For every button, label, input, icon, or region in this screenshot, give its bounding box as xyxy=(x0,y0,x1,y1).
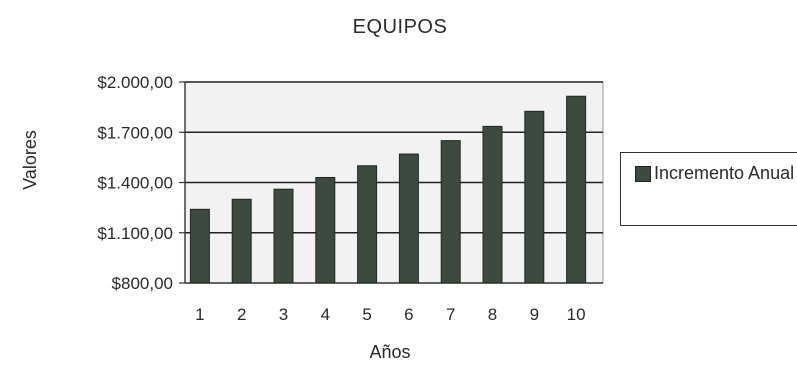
legend: Incremento Anual xyxy=(620,152,797,226)
x-tick-label: 3 xyxy=(279,305,288,324)
x-tick-label: 8 xyxy=(488,305,497,324)
y-tick-label: $1.700,00 xyxy=(97,123,173,142)
bar xyxy=(398,153,419,284)
bar xyxy=(440,140,461,284)
bar xyxy=(524,110,545,284)
bar xyxy=(315,176,336,284)
y-tick-label: $800,00 xyxy=(112,274,173,293)
chart-title: EQUIPOS xyxy=(352,16,448,38)
bar xyxy=(482,125,503,284)
bar xyxy=(189,208,210,284)
x-tick-label: 6 xyxy=(404,305,413,324)
y-tick-label: $1.100,00 xyxy=(97,224,173,243)
x-tick-label: 1 xyxy=(195,305,204,324)
bar xyxy=(357,165,378,284)
x-tick-label: 4 xyxy=(321,305,330,324)
x-tick-label: 7 xyxy=(446,305,455,324)
x-axis-label: Años xyxy=(369,342,411,362)
x-tick-label: 10 xyxy=(567,305,586,324)
bar xyxy=(273,188,294,284)
x-tick-label: 9 xyxy=(530,305,539,324)
legend-label: Incremento Anual xyxy=(654,163,795,183)
x-tick-label: 5 xyxy=(362,305,371,324)
legend-swatch xyxy=(635,166,651,182)
bar xyxy=(231,198,252,284)
bar xyxy=(566,95,587,284)
y-tick-label: $2.000,00 xyxy=(97,73,173,92)
x-tick-label: 2 xyxy=(237,305,246,324)
y-tick-label: $1.400,00 xyxy=(97,174,173,193)
